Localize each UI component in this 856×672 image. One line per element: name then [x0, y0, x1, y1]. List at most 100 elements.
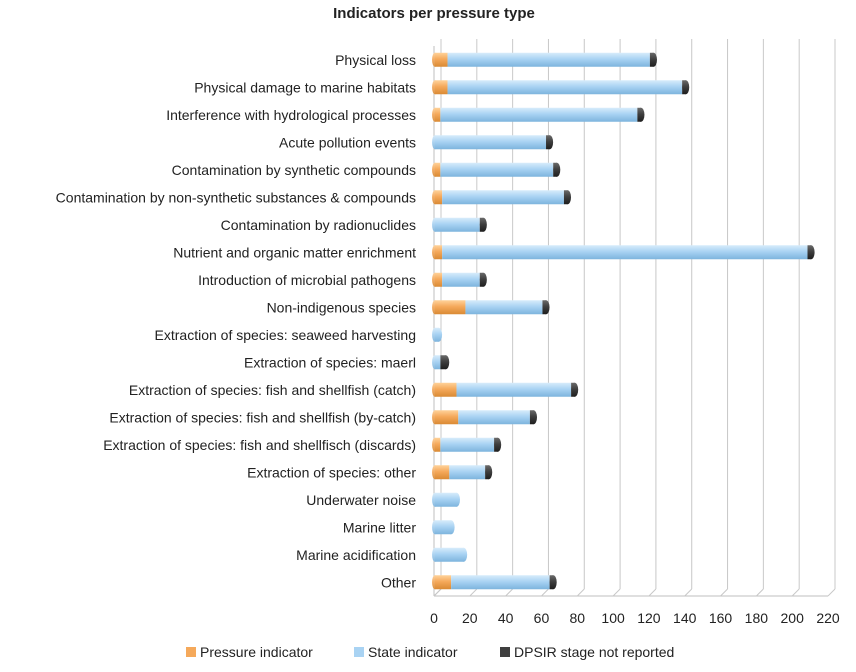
grid-floor-line [684, 588, 693, 597]
bar-segment-pressure-indicator [435, 382, 457, 397]
legend-label: DPSIR stage not reported [514, 644, 674, 660]
bar-end-cap [549, 575, 557, 590]
bar-start-cap [432, 52, 438, 67]
bar-start-cap [432, 410, 438, 425]
x-tick-label: 20 [462, 610, 478, 626]
bar-start-cap [432, 520, 438, 535]
legend-swatch [500, 647, 510, 657]
bar-segment-pressure-indicator [435, 300, 466, 315]
bar-segment-state-indicator [440, 162, 554, 177]
bar-end-cap [447, 520, 455, 535]
legend-swatch [354, 647, 364, 657]
category-label: Marine litter [343, 519, 416, 535]
category-label: Extraction of species: fish and shellfis… [109, 409, 416, 425]
bar-start-cap [432, 382, 438, 397]
category-labels: Physical loss Physical damage to marine h… [56, 52, 417, 591]
bar-segment-pressure-indicator [435, 190, 443, 205]
x-tick-label: 100 [601, 610, 625, 626]
bar-segment-pressure-indicator [435, 245, 443, 260]
grid-lines [433, 39, 836, 597]
chart-title: Indicators per pressure type [333, 5, 535, 22]
bar-segment-pressure-indicator [435, 80, 448, 95]
bar-segment-state-indicator [456, 382, 572, 397]
category-label: Physical loss [335, 52, 416, 68]
bar-end-cap [564, 190, 572, 205]
category-label: Extraction of species: fish and shellfis… [129, 382, 416, 398]
category-label: Extraction of species: seaweed harvestin… [155, 327, 416, 343]
bar-segment-state-indicator [451, 575, 550, 590]
bar-start-cap [432, 217, 438, 232]
legend-label: State indicator [368, 644, 458, 660]
bar-segment-state-indicator [435, 547, 464, 562]
bar-segment-pressure-indicator [435, 410, 459, 425]
grid-floor-line [720, 588, 728, 597]
bar-segment-state-indicator [440, 437, 495, 452]
bar-segment-state-indicator [442, 245, 808, 260]
grid-floor-line [791, 588, 800, 597]
x-axis-ticks: 0 20 40 60 80 100 120 140 160 180 200 220 [430, 610, 840, 626]
x-tick-label: 40 [498, 610, 514, 626]
bar-start-cap [432, 245, 438, 260]
x-tick-label: 220 [816, 610, 840, 626]
grid-floor-line [541, 588, 549, 597]
bar-segment-state-indicator [442, 272, 480, 287]
x-tick-label: 160 [709, 610, 733, 626]
bar-end-cap [479, 272, 487, 287]
category-label: Other [381, 574, 416, 590]
bar-end-cap [542, 300, 550, 315]
bar-start-cap [432, 107, 438, 122]
bar-end-cap [460, 547, 468, 562]
grid-floor-line [433, 588, 442, 597]
bar-end-cap [530, 410, 537, 425]
category-label: Non-indigenous species [267, 299, 416, 315]
legend-swatch [186, 647, 196, 657]
bar-end-cap [637, 107, 645, 122]
legend-label: Pressure indicator [200, 644, 313, 660]
category-label: Physical damage to marine habitats [194, 79, 416, 95]
bar-start-cap [432, 547, 438, 562]
category-label: Extraction of species: maerl [244, 354, 416, 370]
bar-segment-state-indicator [449, 465, 486, 480]
bar-end-cap [442, 355, 450, 370]
bar-start-cap [432, 162, 438, 177]
bar-start-cap [432, 492, 438, 507]
bar-start-cap [432, 135, 438, 150]
x-tick-label: 0 [430, 610, 438, 626]
bar-start-cap [432, 437, 438, 452]
bar-segment-pressure-indicator [435, 465, 450, 480]
category-label: Marine acidification [296, 547, 416, 563]
bar-segment-state-indicator [447, 80, 683, 95]
x-tick-label: 140 [673, 610, 697, 626]
bar-end-cap [546, 135, 554, 150]
bar-segment-state-indicator [435, 217, 480, 232]
bar-end-cap [494, 437, 502, 452]
bar-segment-state-indicator [447, 52, 650, 67]
bar-segment-pressure-indicator [435, 272, 443, 287]
bar-start-cap [432, 272, 438, 287]
category-label: Underwater noise [306, 492, 416, 508]
category-label: Contamination by non-synthetic substance… [56, 189, 416, 205]
bar-start-cap [432, 575, 438, 590]
category-label: Acute pollution events [279, 134, 416, 150]
bar-end-cap [649, 52, 657, 67]
bar-start-cap [432, 327, 438, 342]
category-label: Nutrient and organic matter enrichment [173, 244, 416, 260]
bar-end-cap [571, 382, 579, 397]
x-tick-label: 80 [569, 610, 585, 626]
category-label: Contamination by radionuclides [221, 217, 416, 233]
x-tick-label: 200 [781, 610, 805, 626]
grid-floor-line [756, 588, 764, 597]
category-label: Extraction of species: fish and shellfis… [103, 437, 416, 453]
bar-segment-state-indicator [465, 300, 543, 315]
bar-segment-state-indicator [435, 492, 457, 507]
bar-segment-state-indicator [442, 190, 564, 205]
x-tick-label: 120 [637, 610, 661, 626]
bar-start-cap [432, 80, 438, 95]
bar-start-cap [432, 465, 438, 480]
bar-start-cap [432, 355, 438, 370]
grid-floor-line [576, 588, 585, 597]
bar-start-cap [432, 300, 438, 315]
bar-segment-state-indicator [435, 520, 452, 535]
bar-end-cap [452, 492, 460, 507]
